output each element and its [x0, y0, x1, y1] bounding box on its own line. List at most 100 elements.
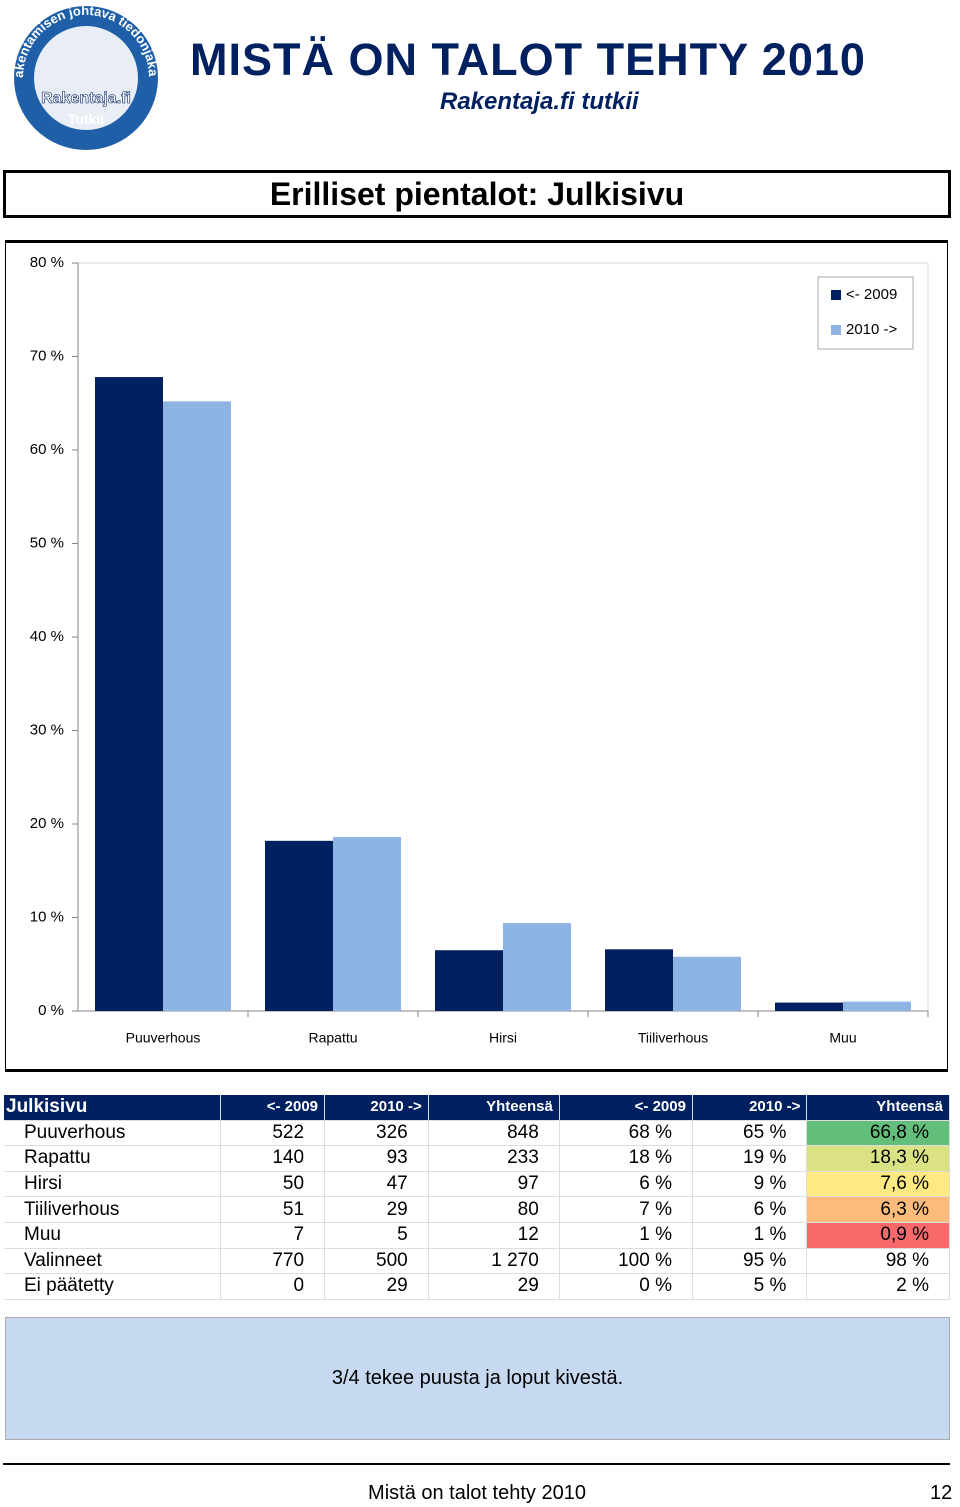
y-tick-label: 0 %: [38, 1002, 64, 1019]
table-cell: 5: [324, 1222, 429, 1249]
header-title: MISTÄ ON TALOT TEHTY 2010: [190, 34, 866, 85]
table-row: Tiiliverhous 51 29 80 7 % 6 % 6,3 %: [4, 1196, 950, 1223]
table-cell: Yhteensä: [428, 1095, 560, 1121]
table-row: Julkisivu <- 2009 2010 -> Yhteensä <- 2009 20…: [4, 1095, 950, 1121]
chart-frame: [5, 240, 948, 1072]
table-row: Valinneet 770 500 1 270 100 % 95 % 98 %: [4, 1248, 950, 1275]
table-cell: 29: [324, 1196, 429, 1223]
x-tick-label: Muu: [829, 1030, 856, 1046]
logo: Rakentamisen johtava tiedonjakaja Rakent…: [5, 4, 161, 150]
table-cell: 98 %: [806, 1248, 950, 1275]
table-cell: 95 %: [692, 1248, 808, 1275]
y-tick-label: 70 %: [30, 347, 64, 364]
x-tick-label: Tiiliverhous: [638, 1030, 708, 1046]
table-cell: 1 %: [692, 1222, 808, 1249]
logo-inner: [34, 26, 138, 130]
bar: [503, 923, 571, 1011]
bar: [605, 949, 673, 1011]
y-tick-label: 80 %: [30, 254, 64, 271]
legend-label: <- 2009: [846, 286, 897, 303]
table-cell: 19 %: [692, 1145, 808, 1172]
data-table: Julkisivu <- 2009 2010 -> Yhteensä <- 2009 20…: [4, 1095, 950, 1300]
y-tick-label: 30 %: [30, 721, 64, 738]
bar: [265, 840, 333, 1011]
table-cell: 522: [220, 1120, 326, 1147]
table-cell: 2010 ->: [692, 1095, 808, 1121]
table-cell: 7 %: [559, 1196, 693, 1223]
table-cell: 0,9 %: [806, 1222, 950, 1249]
table-row: Muu 7 5 12 1 % 1 % 0,9 %: [4, 1222, 950, 1249]
y-tick-label: 20 %: [30, 815, 64, 832]
table-cell: 7,6 %: [806, 1171, 950, 1198]
table-row: Puuverhous 522 326 848 68 % 65 % 66,8 %: [4, 1120, 950, 1147]
note: 3/4 tekee puusta ja loput kivestä.: [5, 1317, 950, 1440]
bar: [163, 401, 231, 1011]
bar: [843, 1001, 911, 1011]
legend-label: 2010 ->: [846, 321, 898, 338]
table-cell: 6 %: [692, 1196, 808, 1223]
table-cell: 97: [428, 1171, 560, 1198]
y-tick-label: 10 %: [30, 908, 64, 925]
table-cell: Ei päätetty: [4, 1273, 222, 1300]
table-cell: 9 %: [692, 1171, 808, 1198]
table-cell: <- 2009: [559, 1095, 693, 1121]
table-cell: 0: [220, 1273, 326, 1300]
table-row: Rapattu 140 93 233 18 % 19 % 18,3 %: [4, 1145, 950, 1172]
logo-name: Rakentaja.fi: [41, 90, 131, 107]
table-cell: <- 2009: [220, 1095, 326, 1121]
table-cell: 47: [324, 1171, 429, 1198]
legend-box: [817, 276, 914, 350]
table-cell: 29: [428, 1273, 560, 1300]
bar: [333, 837, 401, 1011]
table-cell: Yhteensä: [806, 1095, 950, 1121]
footer-text: Mistä on talot tehty 2010: [368, 1482, 586, 1504]
table-cell: 1 %: [559, 1222, 693, 1249]
legend: <- 2009 2010 ->: [817, 276, 914, 350]
table-cell: 2 %: [806, 1273, 950, 1300]
table-cell: 51: [220, 1196, 326, 1223]
table-cell: 29: [324, 1273, 429, 1300]
legend-swatch: [831, 290, 841, 300]
y-tick-label: 60 %: [30, 441, 64, 458]
table-cell: 770: [220, 1248, 326, 1275]
table-cell: 50: [220, 1171, 326, 1198]
table-cell: Muu: [4, 1222, 222, 1249]
table-cell: 2010 ->: [324, 1095, 429, 1121]
table-cell: Rapattu: [4, 1145, 222, 1172]
page-number: 12: [930, 1482, 953, 1504]
footer-rule: [3, 1463, 950, 1465]
table-cell: 80: [428, 1196, 560, 1223]
table-cell: 93: [324, 1145, 429, 1172]
bar: [775, 1002, 843, 1011]
table-cell: 233: [428, 1145, 560, 1172]
table-cell: 66,8 %: [806, 1120, 950, 1147]
y-tick-label: 50 %: [30, 534, 64, 551]
table-cell: Tiiliverhous: [4, 1196, 222, 1223]
table-cell: 65 %: [692, 1120, 808, 1147]
table-cell: 140: [220, 1145, 326, 1172]
table-cell: 7: [220, 1222, 326, 1249]
header-subtitle: Rakentaja.fi tutkii: [440, 88, 639, 115]
table-row: Hirsi 50 47 97 6 % 9 % 7,6 %: [4, 1171, 950, 1198]
table-cell: 6 %: [559, 1171, 693, 1198]
bar: [673, 956, 741, 1011]
chart: 0 % 10 % 20 % 30 % 40 % 50 % 60 % 70 % 80 % Puuve…: [30, 254, 929, 1046]
logo-tag: Tutkii: [68, 111, 104, 127]
table-cell: 6,3 %: [806, 1196, 950, 1223]
table-row: Ei päätetty 0 29 29 0 % 5 % 2 %: [4, 1273, 950, 1300]
table-cell: 0 %: [559, 1273, 693, 1300]
x-tick-label: Rapattu: [308, 1030, 357, 1046]
table-cell: Hirsi: [4, 1171, 222, 1198]
table-cell: 18 %: [559, 1145, 693, 1172]
table-cell: 18,3 %: [806, 1145, 950, 1172]
x-tick-label: Puuverhous: [126, 1030, 201, 1046]
table-cell: 5 %: [692, 1273, 808, 1300]
x-tick-label: Hirsi: [489, 1030, 517, 1046]
table-cell: 500: [324, 1248, 429, 1275]
bar: [95, 377, 163, 1011]
section-title: Erilliset pientalot: Julkisivu: [3, 170, 951, 218]
table-cell: Puuverhous: [4, 1120, 222, 1147]
table-cell: 848: [428, 1120, 560, 1147]
bar: [435, 950, 503, 1011]
